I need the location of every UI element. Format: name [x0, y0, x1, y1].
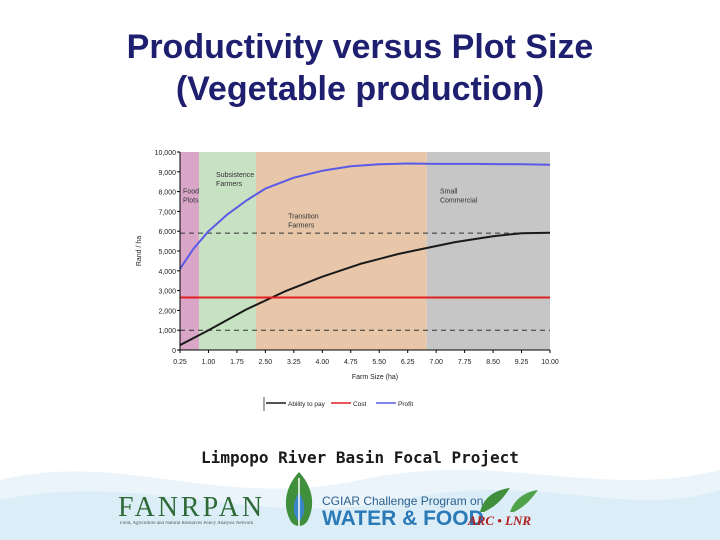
- x-tick-label: 2.50: [259, 359, 273, 366]
- region-band-0: [180, 152, 199, 350]
- y-tick-label: 3,000: [158, 289, 176, 296]
- region-label-2: Transition Farmers: [288, 213, 319, 229]
- region-label-line: Farmers: [288, 222, 315, 229]
- y-tick-label: 7,000: [158, 209, 176, 216]
- region-labels: Food Plots Subsistence Farmers Transition Far…: [183, 172, 478, 230]
- series-line-ability-to-pay: [179, 231, 551, 346]
- chart-legend: Ability to pay Cost Profit: [263, 397, 413, 411]
- region-label-line: Commercial: [440, 198, 478, 205]
- decorative-wave: [0, 470, 720, 540]
- region-label-3: Small Commercial: [440, 189, 478, 205]
- legend-label-ability-to-pay: Ability to pay: [288, 401, 326, 408]
- legend-label-cost: Cost: [353, 401, 367, 408]
- x-tick-label: 4.75: [344, 359, 358, 366]
- title-line-1: Productivity versus Plot Size: [126, 28, 594, 66]
- x-tick-label: 1.00: [202, 359, 216, 366]
- y-tick-label: 2,000: [158, 308, 176, 315]
- y-tick-label: 9,000: [158, 170, 176, 177]
- fanrpan-logo: FANRPAN: [118, 492, 266, 523]
- y-tick-label: 4,000: [158, 269, 176, 276]
- fanrpan-subtitle: Food, Agriculture and Natural Resources …: [120, 521, 254, 526]
- x-tick-label: 8.50: [486, 359, 500, 366]
- region-label-1: Subsistence Farmers: [216, 172, 254, 188]
- region-label-0: Food Plots: [183, 189, 199, 205]
- x-tick-label: 3.25: [287, 359, 301, 366]
- legend-label-profit: Profit: [398, 401, 413, 408]
- cgiar-text: CGIAR Challenge Program on: [322, 494, 484, 508]
- x-tick-label: 9.25: [515, 359, 529, 366]
- region-band-1: [198, 152, 256, 350]
- region-band-3: [426, 152, 550, 350]
- reference-lines: [180, 232, 550, 331]
- region-label-line: Transition: [288, 213, 319, 220]
- title-line-2: (Vegetable production): [175, 70, 545, 108]
- slide-title: Productivity versus Plot Size (Vegetable…: [0, 26, 720, 110]
- chart-series: [179, 162, 551, 346]
- x-tick-label: 7.75: [458, 359, 472, 366]
- y-tick-label: 5,000: [158, 249, 176, 256]
- x-tick-label: 6.25: [401, 359, 415, 366]
- y-tick-label: 8,000: [158, 190, 176, 197]
- arc-lnr-text: ARC • LNR: [468, 513, 532, 528]
- x-tick-label: 4.00: [315, 359, 329, 366]
- x-tick-label: 10.00: [541, 359, 559, 366]
- y-tick-label: 0: [172, 348, 176, 355]
- leaf-drop-icon: [285, 472, 313, 526]
- y-axis-title: Rand / ha: [136, 236, 143, 266]
- series-line-profit: [179, 162, 551, 270]
- y-tick-label: 10,000: [155, 150, 177, 157]
- x-tick-label: 0.25: [173, 359, 187, 366]
- x-tick-label: 5.50: [372, 359, 386, 366]
- region-label-line: Small: [440, 189, 458, 196]
- region-label-line: Food: [183, 189, 199, 196]
- productivity-chart: 0 1,000 2,000 3,000 4,000 5,000 6,000 7,000 8,00…: [136, 150, 559, 411]
- region-band-2: [255, 152, 427, 350]
- arc-leaf-icon: [480, 488, 538, 512]
- y-tick-label: 1,000: [158, 328, 176, 335]
- x-tick-label: 1.75: [230, 359, 244, 366]
- chart-regions: [180, 152, 550, 350]
- region-label-line: Subsistence: [216, 172, 254, 179]
- y-tick-label: 6,000: [158, 229, 176, 236]
- chart-ticks: 0 1,000 2,000 3,000 4,000 5,000 6,000 7,000 8,00…: [136, 150, 559, 381]
- project-footer: Limpopo River Basin Focal Project: [201, 448, 519, 467]
- x-tick-label: 7.00: [429, 359, 443, 366]
- x-axis-title: Farm Size (ha): [352, 374, 398, 381]
- region-label-line: Farmers: [216, 181, 243, 188]
- region-label-line: Plots: [183, 198, 199, 205]
- water-food-text: WATER & FOOD: [322, 507, 484, 530]
